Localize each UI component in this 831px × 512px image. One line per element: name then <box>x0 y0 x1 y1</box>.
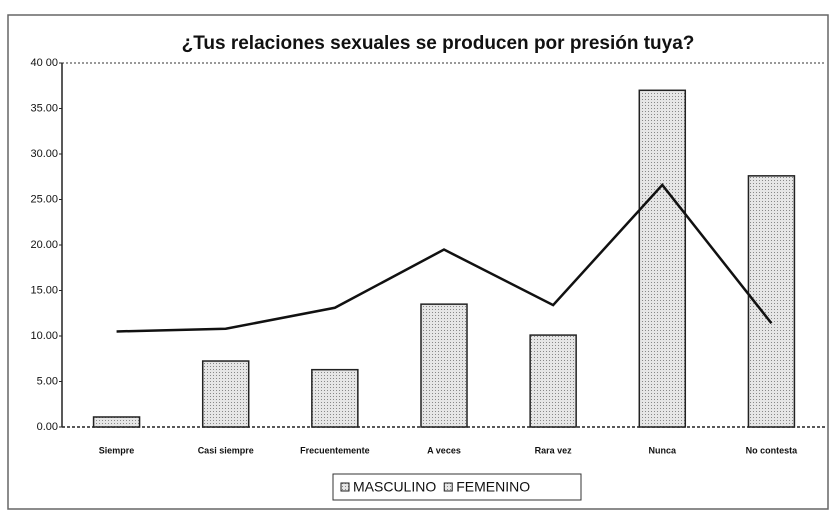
y-tick-label: 20.00 <box>30 239 58 251</box>
x-tick-label: Frecuentemente <box>300 445 370 455</box>
y-tick-label: 15.00 <box>30 284 58 296</box>
bar <box>747 175 796 428</box>
bar <box>311 368 359 428</box>
bar <box>529 334 577 428</box>
y-tick-label: 40 00 <box>30 57 58 69</box>
y-tick-label: 10.00 <box>30 330 58 342</box>
y-tick-label: 25.00 <box>30 193 58 205</box>
x-tick-label: A veces <box>427 445 461 455</box>
x-tick-label: Casi siempre <box>198 445 254 455</box>
bar <box>92 416 141 428</box>
y-tick-label: 30.00 <box>30 148 58 160</box>
x-tick-label: No contesta <box>746 445 799 455</box>
legend-label: MASCULINO <box>353 479 436 495</box>
y-tick-label: 0.00 <box>37 421 58 433</box>
y-tick-label: 5.00 <box>37 375 58 387</box>
chart-frame <box>7 14 829 510</box>
bar <box>201 360 250 428</box>
chart-title: ¿Tus relaciones sexuales se producen por… <box>182 33 695 54</box>
legend-swatch <box>340 482 350 492</box>
y-tick-label: 35.00 <box>30 102 58 114</box>
x-tick-label: Nunca <box>649 445 678 455</box>
legend-label: FEMENINO <box>456 479 530 495</box>
bar <box>638 89 687 428</box>
legend-swatch <box>443 482 453 492</box>
line <box>116 183 773 333</box>
x-tick-label: Siempre <box>99 445 135 455</box>
legend-box <box>332 473 582 501</box>
bar <box>420 303 468 428</box>
x-tick-label: Rara vez <box>535 445 573 455</box>
